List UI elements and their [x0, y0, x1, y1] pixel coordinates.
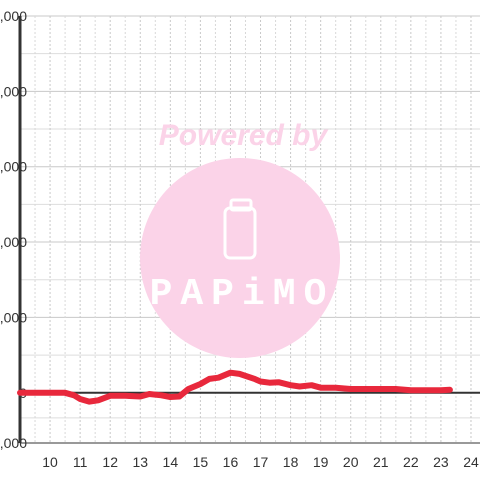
- x-tick-label: 23: [433, 454, 449, 470]
- axes: [18, 16, 480, 444]
- y-tick-label: 60,000: [0, 234, 27, 250]
- x-tick-label: 17: [253, 454, 269, 470]
- x-tick-label: 10: [42, 454, 58, 470]
- x-tick-label: 19: [313, 454, 329, 470]
- x-tick-label: 13: [132, 454, 148, 470]
- x-tick-label: 16: [223, 454, 239, 470]
- phone-icon: [223, 198, 257, 260]
- y-tick-label: 90,000: [0, 159, 27, 175]
- x-tick-label: 14: [163, 454, 179, 470]
- x-tick-label: 12: [102, 454, 118, 470]
- x-tick-label: 24: [463, 454, 479, 470]
- watermark-brand: PAPiMO: [150, 273, 335, 316]
- tick-labels: -20,000030,00060,00090,000120,000150,000…: [0, 8, 479, 470]
- y-tick-label: 30,000: [0, 309, 27, 325]
- watermark: Powered by PAPiMO: [140, 119, 340, 358]
- x-tick-label: 21: [373, 454, 389, 470]
- x-tick-label: 18: [283, 454, 299, 470]
- x-tick-label: 15: [193, 454, 209, 470]
- series: [17, 369, 453, 405]
- x-tick-label: 11: [73, 454, 88, 470]
- y-tick-label: 150,000: [0, 8, 27, 24]
- y-tick-label: -20,000: [0, 435, 27, 451]
- series-line: [17, 369, 453, 405]
- watermark-text: Powered by: [159, 119, 329, 152]
- x-tick-label: 20: [343, 454, 359, 470]
- y-tick-label: 120,000: [0, 83, 27, 99]
- x-tick-label: 22: [403, 454, 419, 470]
